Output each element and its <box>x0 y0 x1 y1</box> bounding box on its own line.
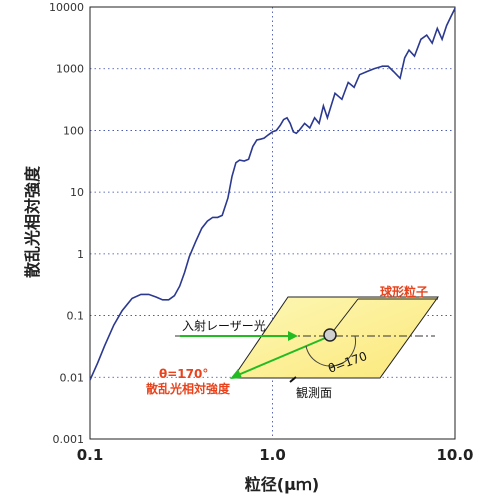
y-tick-label: 0.01 <box>60 371 85 384</box>
theta-label: θ=170° <box>159 367 208 381</box>
scattering-diagram: 入射レーザー光 球形粒子 θ=170° 散乱光相対強度 θ=170 観測面 <box>146 284 439 400</box>
plot-frame <box>89 6 456 440</box>
x-tick-label: 1.0 <box>259 446 286 464</box>
y-tick-label: 10000 <box>49 1 84 14</box>
y-tick-label: 1 <box>77 248 84 261</box>
x-tick-label: 0.1 <box>77 446 104 464</box>
plane-pointer <box>289 376 297 383</box>
plane-label: 観測面 <box>296 386 332 400</box>
plot-border <box>89 6 456 440</box>
spherical-particle <box>323 328 337 342</box>
y-axis-title: 散乱光相対強度 <box>23 165 42 278</box>
y-tick-label: 10 <box>70 186 84 199</box>
y-tick-label: 1000 <box>56 63 84 76</box>
laser-label: 入射レーザー光 <box>182 318 266 333</box>
x-axis-title: 粒径(μｍ) <box>245 475 319 494</box>
series-line <box>89 8 456 381</box>
intensity-label: 散乱光相対強度 <box>146 381 231 396</box>
y-tick-label: 0.001 <box>53 433 85 446</box>
angle-arc <box>305 335 356 367</box>
scattered-arrowhead <box>230 369 242 379</box>
y-tick-label: 0.1 <box>67 310 85 323</box>
laser-arrowhead <box>288 331 298 341</box>
particle-pointer <box>330 298 359 335</box>
particle-label: 球形粒子 <box>380 284 428 299</box>
y-tick-labels: 0.001 0.01 0.1 1 10 100 1000 10000 <box>49 1 84 446</box>
x-tick-labels: 0.1 1.0 10.0 <box>77 446 474 464</box>
x-tick-label: 10.0 <box>436 446 473 464</box>
scattered-beam <box>237 335 331 376</box>
y-tick-label: 100 <box>63 124 84 137</box>
